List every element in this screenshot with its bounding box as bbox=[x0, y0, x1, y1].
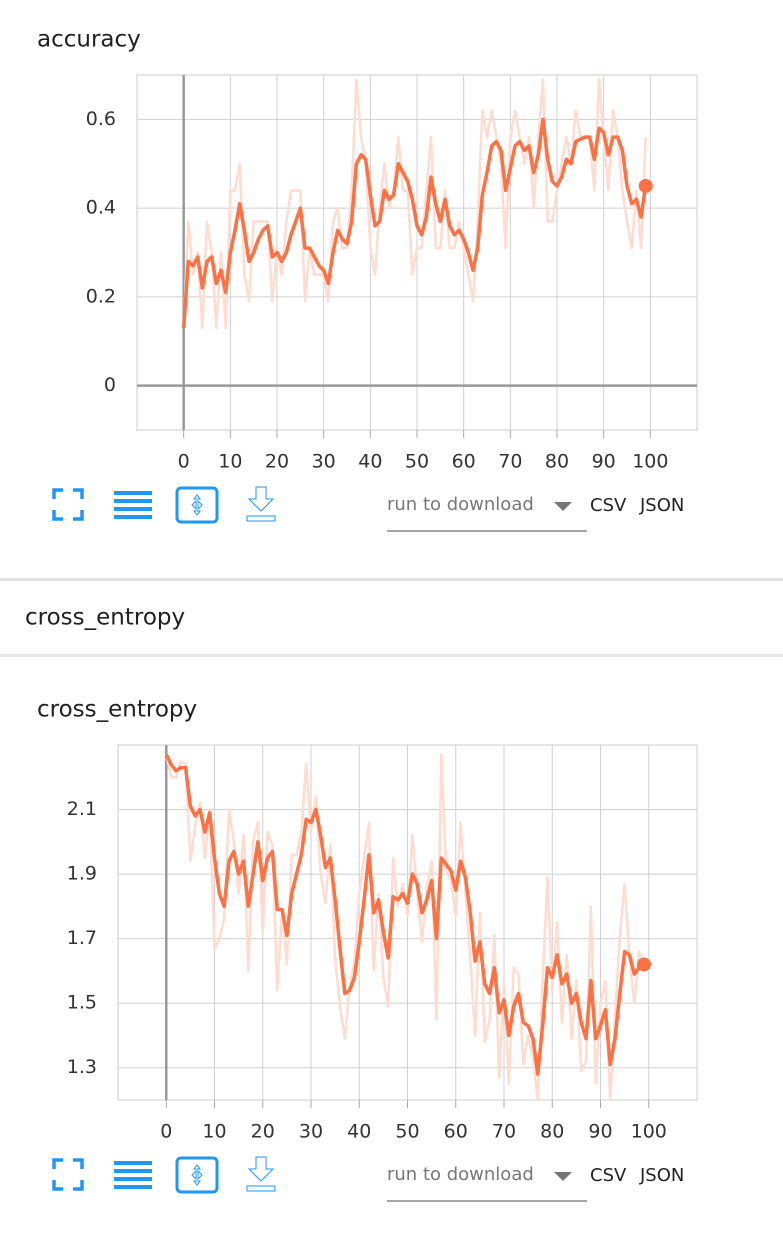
x-tick-label: 0 bbox=[160, 1121, 172, 1143]
x-tick-label: 40 bbox=[347, 1121, 371, 1143]
fit-domain-arrows[interactable] bbox=[191, 1164, 203, 1186]
dropdown-arrow[interactable] bbox=[554, 502, 572, 511]
x-tick-label: 0 bbox=[178, 451, 190, 473]
x-tick-label: 70 bbox=[492, 1121, 516, 1143]
series-line bbox=[182, 78, 647, 330]
end-marker bbox=[636, 957, 651, 972]
x-tick-label: 70 bbox=[498, 451, 522, 473]
dropdown-arrow[interactable] bbox=[554, 1172, 572, 1181]
download-button[interactable] bbox=[246, 486, 276, 522]
y-tick-label: 1.9 bbox=[67, 863, 97, 885]
chart-title: cross_entropy bbox=[37, 697, 197, 723]
series-line bbox=[164, 753, 645, 1076]
y-tick-label: 2.1 bbox=[67, 798, 97, 820]
x-tick-label: 10 bbox=[218, 451, 242, 473]
x-tick-label: 60 bbox=[444, 1121, 468, 1143]
x-tick-label: 90 bbox=[588, 1121, 612, 1143]
download-select[interactable]: run to download bbox=[387, 494, 534, 515]
y-tick-label: 0 bbox=[104, 374, 116, 396]
x-tick-label: 10 bbox=[202, 1121, 226, 1143]
x-tick-label: 20 bbox=[265, 451, 289, 473]
x-tick-label: 100 bbox=[631, 1121, 667, 1143]
x-tick-label: 100 bbox=[632, 451, 668, 473]
fit-domain-button[interactable] bbox=[175, 486, 219, 524]
toolbar: run to download CSV JSON bbox=[52, 486, 684, 532]
x-tick-label: 60 bbox=[452, 451, 476, 473]
series-line bbox=[181, 117, 648, 329]
x-tick-label: 30 bbox=[312, 451, 336, 473]
x-tick-label: 50 bbox=[395, 1121, 419, 1143]
end-marker bbox=[638, 178, 653, 193]
json-link[interactable]: JSON bbox=[639, 1165, 684, 1186]
chart-title: accuracy bbox=[37, 27, 141, 53]
x-tick-label: 80 bbox=[545, 451, 569, 473]
divider bbox=[0, 578, 783, 581]
y-tick-label: 1.7 bbox=[67, 927, 97, 949]
fullscreen-button[interactable] bbox=[52, 488, 84, 521]
x-tick-label: 80 bbox=[540, 1121, 564, 1143]
x-tick-label: 50 bbox=[405, 451, 429, 473]
toggle-log-button[interactable] bbox=[114, 1161, 152, 1189]
x-tick-label: 90 bbox=[592, 451, 616, 473]
x-tick-label: 20 bbox=[251, 1121, 275, 1143]
series-line bbox=[165, 753, 646, 1100]
y-tick-label: 0.2 bbox=[86, 285, 116, 307]
section-header[interactable]: cross_entropy bbox=[25, 605, 185, 631]
csv-link[interactable]: CSV bbox=[590, 495, 627, 516]
csv-link[interactable]: CSV bbox=[590, 1165, 627, 1186]
fullscreen-button[interactable] bbox=[52, 1158, 84, 1191]
download-select[interactable]: run to download bbox=[387, 1164, 534, 1185]
y-tick-label: 0.4 bbox=[86, 197, 116, 219]
fit-domain-arrows[interactable] bbox=[191, 494, 203, 516]
toggle-log-button[interactable] bbox=[114, 491, 152, 519]
download-button[interactable] bbox=[246, 1156, 276, 1192]
x-tick-label: 30 bbox=[299, 1121, 323, 1143]
toolbar: run to download CSV JSON bbox=[52, 1156, 684, 1202]
divider bbox=[0, 654, 783, 657]
y-tick-label: 1.5 bbox=[67, 992, 97, 1014]
x-tick-label: 40 bbox=[358, 451, 382, 473]
y-tick-label: 0.6 bbox=[86, 108, 116, 130]
fit-domain-button[interactable] bbox=[175, 1156, 219, 1194]
json-link[interactable]: JSON bbox=[639, 495, 684, 516]
y-tick-label: 1.3 bbox=[67, 1056, 97, 1078]
